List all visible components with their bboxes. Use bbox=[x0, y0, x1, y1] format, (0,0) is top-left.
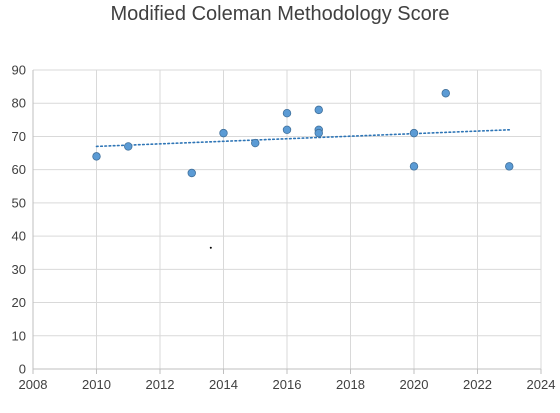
data-point bbox=[314, 128, 323, 138]
data-point bbox=[409, 128, 419, 138]
y-tick-label: 30 bbox=[12, 262, 26, 277]
data-point bbox=[251, 138, 260, 148]
y-tick-label: 50 bbox=[12, 195, 26, 210]
data-points bbox=[92, 89, 514, 249]
data-point bbox=[219, 128, 228, 138]
trendline bbox=[95, 129, 511, 148]
x-tick-label: 2008 bbox=[19, 377, 48, 392]
chart-title: Modified Coleman Methodology Score bbox=[110, 3, 450, 25]
y-tick-label: 80 bbox=[12, 96, 26, 111]
x-tick-labels: 2008 2010 2012 2014 2016 2018 2020 2022 2024 bbox=[19, 377, 556, 392]
stray-dot bbox=[209, 246, 212, 249]
x-tick-label: 2018 bbox=[336, 377, 365, 392]
data-point bbox=[282, 125, 292, 134]
y-tick-label: 10 bbox=[12, 328, 26, 343]
data-point bbox=[409, 162, 419, 171]
data-point bbox=[314, 105, 323, 115]
data-point bbox=[505, 162, 514, 171]
trendline-group bbox=[95, 129, 511, 148]
data-point bbox=[187, 168, 196, 178]
y-tick-label: 70 bbox=[12, 129, 26, 144]
gridlines bbox=[33, 69, 542, 369]
data-point bbox=[441, 89, 450, 98]
y-tick-label: 60 bbox=[12, 162, 26, 177]
y-tick-label: 40 bbox=[12, 229, 26, 244]
data-point bbox=[92, 152, 101, 161]
y-tick-labels: 0 10 20 30 40 50 60 70 80 90 bbox=[12, 63, 26, 377]
x-tick-label: 2024 bbox=[527, 377, 556, 392]
x-tick-label: 2020 bbox=[400, 377, 429, 392]
x-tick-label: 2014 bbox=[209, 377, 238, 392]
x-tick-label: 2012 bbox=[146, 377, 175, 392]
x-tick-label: 2022 bbox=[463, 377, 492, 392]
x-tick-label: 2010 bbox=[82, 377, 111, 392]
data-point bbox=[282, 108, 292, 118]
y-tick-label: 20 bbox=[12, 295, 26, 310]
axes bbox=[32, 70, 542, 374]
y-tick-label: 0 bbox=[19, 362, 26, 377]
data-point bbox=[124, 142, 133, 151]
x-tick-label: 2016 bbox=[273, 377, 302, 392]
y-tick-label: 90 bbox=[12, 63, 26, 78]
